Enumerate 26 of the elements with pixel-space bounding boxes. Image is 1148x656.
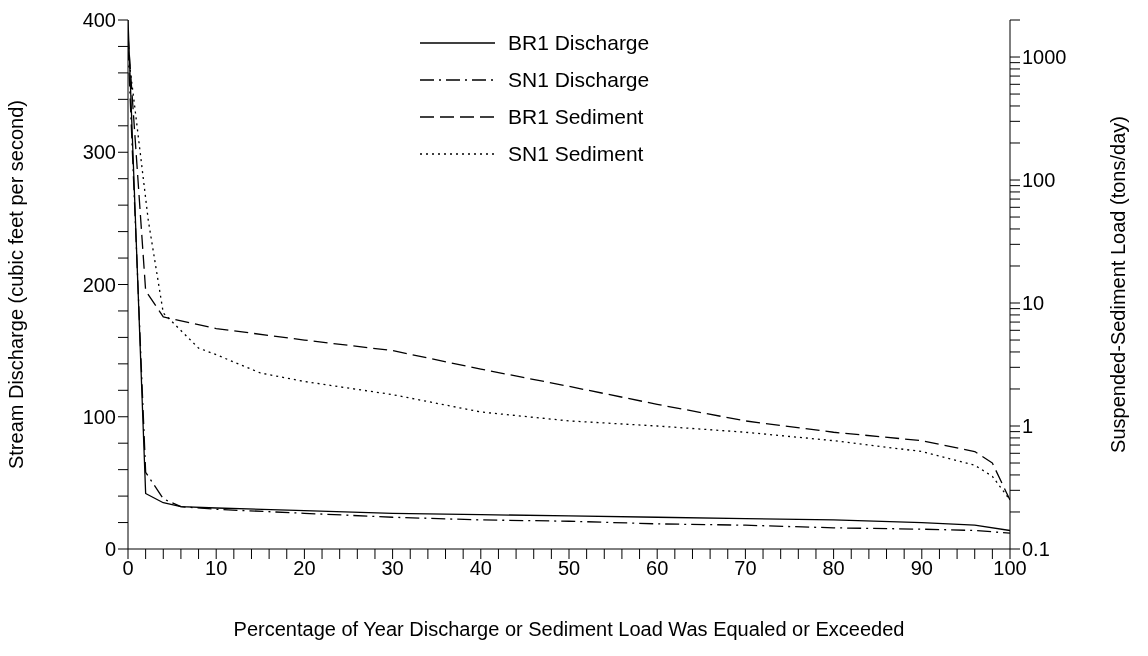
x-tick-label: 80 bbox=[822, 557, 845, 580]
x-tick-label: 20 bbox=[293, 557, 316, 580]
x-tick-label: 60 bbox=[646, 557, 669, 580]
y-tick-label: 400 bbox=[82, 9, 116, 32]
legend-label: SN1 Discharge bbox=[508, 67, 650, 92]
x-tick-label: 90 bbox=[910, 557, 933, 580]
x-tick-label: 10 bbox=[205, 557, 228, 580]
x-tick-label: 30 bbox=[381, 557, 404, 580]
x-tick-label: 70 bbox=[734, 557, 757, 580]
y2-tick-label: 10 bbox=[1022, 292, 1045, 315]
y-tick-label: 0 bbox=[104, 538, 116, 561]
y2-axis-title: Suspended-Sediment Load (tons/day) bbox=[1107, 116, 1130, 453]
x-tick-label: 0 bbox=[122, 557, 134, 580]
y-axis-title: Stream Discharge (cubic feet per second) bbox=[5, 99, 28, 470]
y2-tick-label: 100 bbox=[1022, 169, 1056, 192]
x-tick-label: 50 bbox=[557, 557, 581, 580]
y-tick-label: 200 bbox=[82, 273, 116, 296]
y2-tick-label: 1000 bbox=[1022, 46, 1067, 69]
legend-label: BR1 Sediment bbox=[508, 104, 644, 129]
y-tick-label: 300 bbox=[82, 141, 116, 164]
x-axis-title: Percentage of Year Discharge or Sediment Load Was Equaled or Exceeded bbox=[233, 618, 905, 640]
legend-label: SN1 Sediment bbox=[508, 141, 644, 166]
y-tick-label: 100 bbox=[82, 405, 116, 428]
y2-tick-label: 1 bbox=[1022, 415, 1034, 438]
x-tick-label: 40 bbox=[469, 557, 492, 580]
legend-label: BR1 Discharge bbox=[508, 30, 650, 55]
